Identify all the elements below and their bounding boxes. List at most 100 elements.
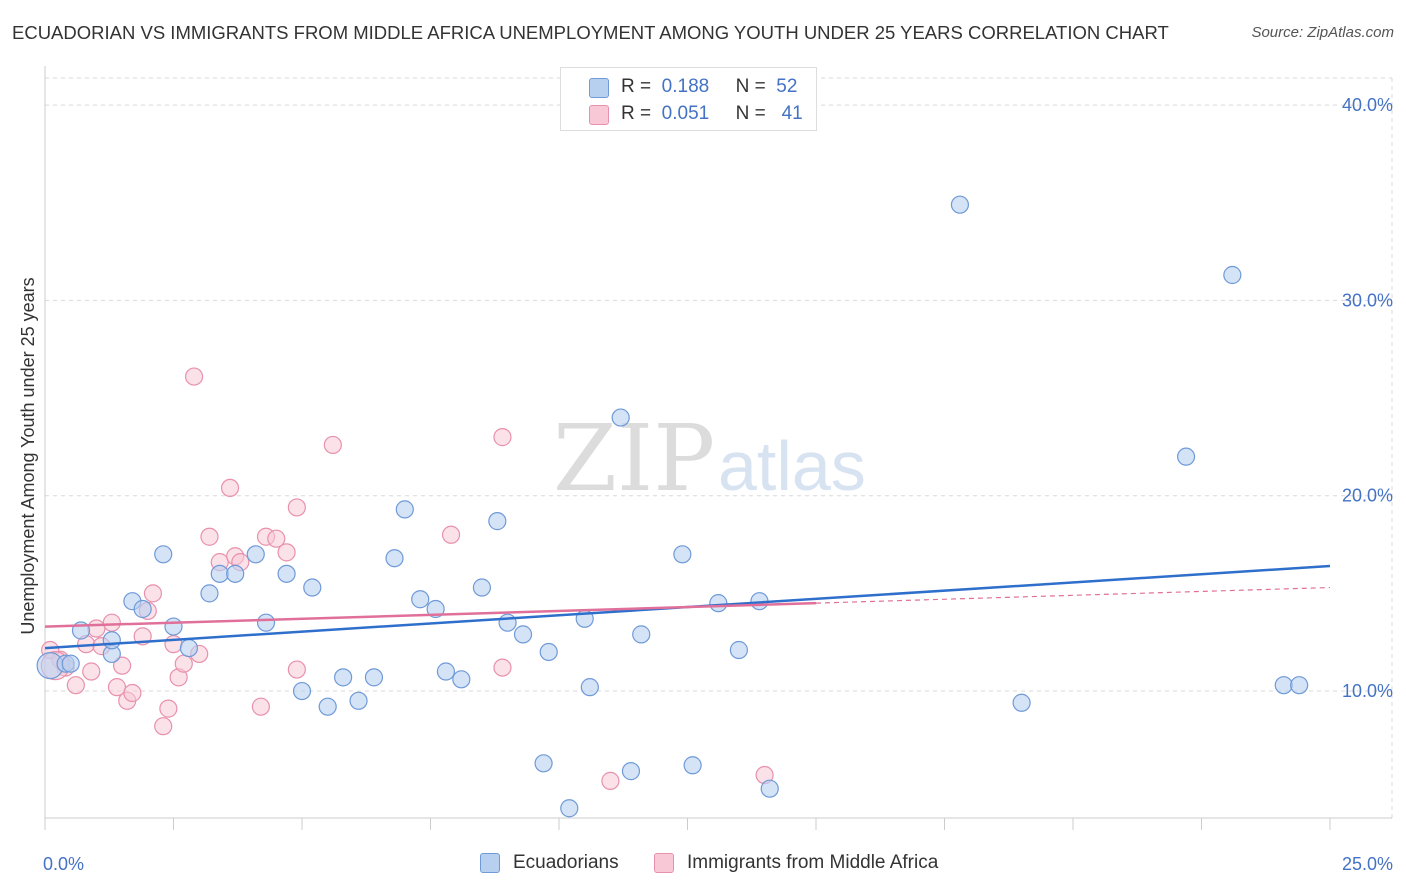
- point-ecuadorians: [1290, 676, 1309, 695]
- point-immigrants: [82, 662, 101, 681]
- point-ecuadorians: [349, 691, 368, 710]
- point-ecuadorians: [246, 545, 265, 564]
- point-ecuadorians: [364, 668, 384, 687]
- point-immigrants: [184, 367, 204, 386]
- point-ecuadorians: [436, 662, 456, 681]
- legend-swatch-blue: [589, 78, 609, 98]
- legend-n-value: 52: [776, 76, 798, 97]
- point-ecuadorians: [611, 408, 630, 427]
- point-ecuadorians: [580, 678, 599, 697]
- point-ecuadorians: [385, 549, 404, 568]
- legend-n-value: 41: [781, 103, 803, 124]
- point-ecuadorians: [426, 599, 445, 619]
- point-ecuadorians: [760, 779, 779, 798]
- point-ecuadorians: [498, 613, 517, 632]
- series-ecuadorians-points: [36, 195, 1309, 818]
- point-immigrants: [123, 683, 142, 703]
- chart-title: ECUADORIAN VS IMMIGRANTS FROM MIDDLE AFR…: [12, 22, 1169, 43]
- point-ecuadorians: [632, 625, 651, 644]
- point-ecuadorians: [1176, 447, 1196, 466]
- y-tick-label: 10.0%: [1342, 681, 1393, 701]
- point-immigrants: [493, 428, 512, 447]
- legend-n-label: N =: [735, 103, 766, 124]
- point-ecuadorians: [950, 195, 970, 214]
- point-immigrants: [87, 619, 106, 638]
- point-ecuadorians: [1012, 693, 1031, 712]
- x-tick-label: 25.0%: [1342, 854, 1393, 874]
- point-immigrants: [287, 498, 306, 517]
- point-ecuadorians: [292, 681, 312, 701]
- watermark-atlas: atlas: [718, 427, 866, 505]
- point-immigrants: [66, 676, 85, 695]
- legend-r-label: R =: [621, 103, 652, 124]
- point-immigrants: [493, 658, 512, 677]
- point-ecuadorians: [621, 762, 641, 781]
- point-ecuadorians: [210, 564, 229, 583]
- point-immigrants: [112, 656, 132, 675]
- y-tick-label: 20.0%: [1342, 486, 1393, 506]
- point-ecuadorians: [472, 578, 491, 597]
- point-immigrants: [287, 660, 306, 679]
- tick-labels: 10.0% 20.0% 30.0% 40.0% 0.0% 25.0%: [43, 95, 1393, 874]
- y-tick-label: 40.0%: [1342, 95, 1393, 115]
- point-ecuadorians: [256, 613, 276, 632]
- legend-r-value: 0.188: [661, 76, 710, 97]
- point-immigrants: [220, 478, 240, 498]
- legend: R = 0.188 N = 52 R = 0.051 N = 41: [560, 67, 817, 131]
- legend-r-label: R =: [621, 76, 652, 97]
- point-immigrants: [159, 699, 178, 718]
- point-ecuadorians: [226, 564, 245, 583]
- point-ecuadorians: [488, 512, 507, 531]
- trend-line-immigrants: [44, 601, 817, 628]
- point-ecuadorians: [179, 638, 199, 658]
- point-immigrants: [154, 717, 173, 736]
- bottom-legend-label: Immigrants from Middle Africa: [687, 852, 939, 873]
- point-ecuadorians: [673, 545, 692, 564]
- point-immigrants: [251, 697, 270, 716]
- axes: [44, 66, 1392, 830]
- point-ecuadorians: [334, 668, 353, 687]
- point-ecuadorians: [1274, 676, 1293, 695]
- point-ecuadorians: [200, 584, 219, 603]
- point-ecuadorians: [1223, 265, 1242, 285]
- bottom-legend-swatch-blue: [480, 853, 500, 873]
- point-immigrants: [277, 543, 296, 562]
- watermark-zip: ZIP: [553, 405, 715, 512]
- point-ecuadorians: [560, 799, 579, 818]
- point-immigrants: [143, 584, 163, 603]
- point-immigrants: [323, 435, 342, 455]
- point-ecuadorians: [709, 594, 728, 613]
- bottom-legend-swatch-pink: [654, 853, 674, 873]
- point-immigrants: [164, 635, 183, 654]
- point-ecuadorians: [164, 617, 183, 636]
- point-ecuadorians: [452, 670, 471, 689]
- point-ecuadorians: [513, 625, 533, 644]
- point-ecuadorians: [61, 654, 80, 673]
- point-ecuadorians: [395, 500, 414, 519]
- point-immigrants: [601, 771, 620, 790]
- y-tick-label: 30.0%: [1342, 290, 1393, 310]
- legend-n-label: N =: [735, 76, 766, 97]
- trend-lines: [44, 564, 1331, 650]
- point-ecuadorians: [303, 578, 322, 597]
- point-ecuadorians: [411, 590, 430, 609]
- point-immigrants: [200, 527, 219, 546]
- point-immigrants: [102, 613, 121, 632]
- y-axis-label: Unemployment Among Youth under 25 years: [18, 277, 38, 634]
- point-immigrants: [441, 525, 461, 544]
- point-ecuadorians: [318, 697, 337, 716]
- point-ecuadorians: [277, 564, 296, 583]
- point-ecuadorians: [133, 599, 152, 619]
- source-label: Source: ZipAtlas.com: [1251, 24, 1394, 41]
- point-immigrants: [174, 654, 193, 673]
- x-tick-label: 0.0%: [43, 854, 84, 874]
- point-ecuadorians: [102, 631, 121, 650]
- watermark: ZIP atlas: [553, 405, 866, 512]
- point-immigrants: [267, 529, 286, 548]
- trend-line-immigrants-extension: [815, 586, 1331, 604]
- point-ecuadorians: [534, 754, 553, 773]
- bottom-legend-label: Ecuadorians: [513, 852, 619, 873]
- point-ecuadorians: [154, 545, 173, 564]
- point-ecuadorians: [683, 756, 702, 775]
